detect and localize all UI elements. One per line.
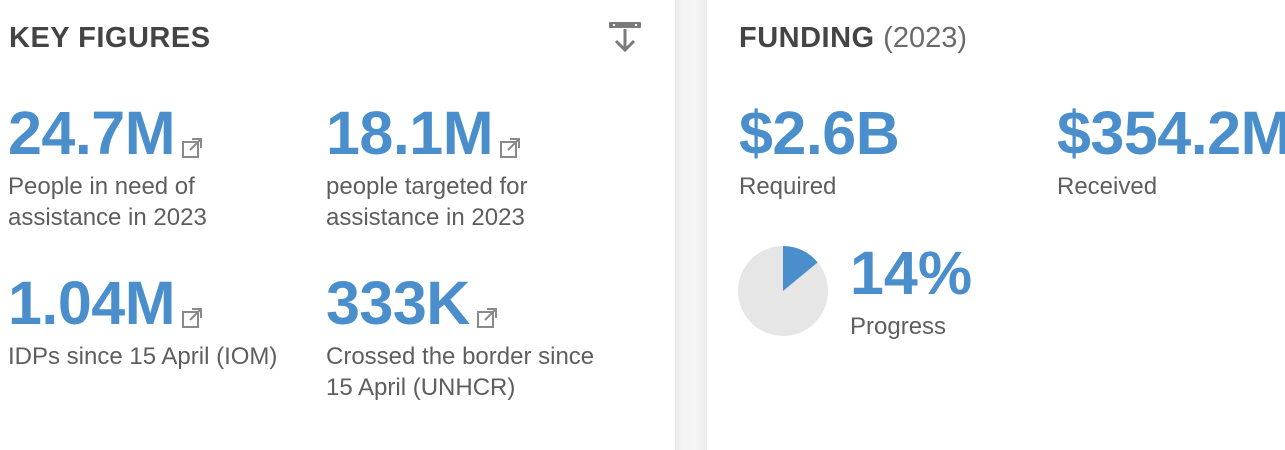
- figure-label: people targeted for assistance in 2023: [326, 173, 528, 231]
- funding-year: (2023): [883, 22, 967, 54]
- pie-progress-slice: [783, 246, 818, 291]
- figure-label: People in need of assistance in 2023: [8, 173, 207, 231]
- external-link-icon[interactable]: [476, 307, 498, 329]
- panel-divider: [675, 0, 707, 450]
- funding-title-text: FUNDING: [739, 22, 875, 54]
- progress-label: Progress: [850, 313, 947, 340]
- key-figures-title: KEY FIGURES: [9, 22, 211, 54]
- received-label: Received: [1057, 173, 1158, 200]
- key-figures-panel: KEY FIGURES 24.7M People in need of assi…: [8, 20, 643, 403]
- progress-pie-chart: [738, 246, 828, 336]
- external-link-icon[interactable]: [181, 137, 203, 159]
- funding-title: FUNDING (2023): [739, 22, 967, 55]
- external-link-icon[interactable]: [499, 137, 521, 159]
- figure-value: 18.1M: [326, 99, 494, 167]
- figure-value: 333K: [326, 269, 470, 337]
- figure-value: 24.7M: [8, 99, 176, 167]
- funding-required: $2.6B Required: [739, 103, 1039, 202]
- figure-crossed-border: 333K Crossed the border since 15 April (…: [326, 273, 626, 403]
- funding-panel: FUNDING (2023) $2.6B Required $354.2M Re…: [707, 0, 1285, 450]
- required-value: $2.6B: [739, 99, 900, 167]
- received-value: $354.2M: [1057, 99, 1285, 167]
- funding-progress: 14% Progress: [850, 243, 972, 342]
- figure-label: IDPs since 15 April (IOM): [8, 343, 278, 370]
- download-icon[interactable]: [607, 20, 643, 56]
- figure-value: 1.04M: [8, 269, 176, 337]
- figure-label: Crossed the border since 15 April (UNHCR…: [326, 343, 595, 401]
- funding-received: $354.2M Received: [1057, 103, 1285, 202]
- figure-people-targeted: 18.1M people targeted for assistance in …: [326, 103, 626, 233]
- figure-idps: 1.04M IDPs since 15 April (IOM): [8, 273, 308, 372]
- progress-value: 14%: [850, 239, 973, 307]
- external-link-icon[interactable]: [181, 307, 203, 329]
- required-label: Required: [739, 173, 837, 200]
- figure-people-in-need: 24.7M People in need of assistance in 20…: [8, 103, 308, 233]
